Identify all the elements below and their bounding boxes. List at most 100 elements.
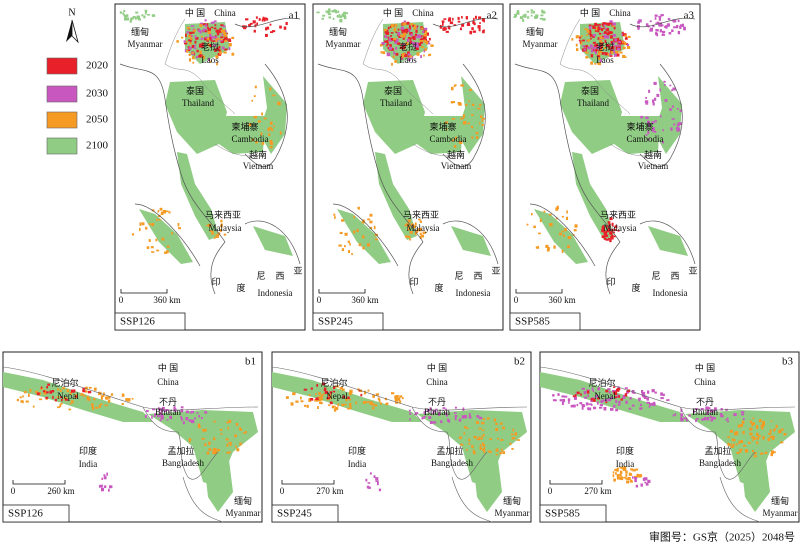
habitat-patch [486, 417, 490, 420]
habitat-patch [688, 414, 692, 417]
habitat-patch [655, 32, 658, 36]
habitat-patch [596, 24, 599, 26]
habitat-patch [445, 412, 448, 415]
habitat-patch [335, 407, 339, 411]
habitat-patch [649, 27, 654, 30]
habitat-patch [455, 136, 458, 139]
habitat-patch [204, 411, 208, 414]
habitat-patch [610, 396, 614, 400]
habitat-patch [783, 433, 787, 436]
habitat-patch [654, 14, 658, 17]
habitat-patch [574, 396, 577, 400]
habitat-patch [395, 52, 399, 56]
habitat-patch [151, 223, 155, 227]
habitat-patch [740, 440, 744, 443]
habitat-patch [339, 15, 343, 18]
habitat-patch [598, 49, 602, 53]
habitat-patch [224, 30, 227, 33]
habitat-patch [339, 18, 343, 23]
habitat-patch [572, 404, 576, 408]
habitat-patch [632, 469, 636, 472]
habitat-patch [206, 39, 209, 42]
habitat-patch [180, 406, 184, 409]
habitat-patch [647, 479, 651, 483]
habitat-patch [419, 220, 422, 223]
habitat-patch [46, 386, 49, 389]
habitat-patch [277, 101, 281, 106]
habitat-patch [332, 17, 335, 21]
habitat-patch [605, 389, 609, 393]
habitat-patch [342, 395, 345, 399]
habitat-patch [649, 29, 653, 32]
habitat-patch [532, 10, 536, 14]
habitat-patch [192, 29, 197, 32]
habitat-patch [260, 132, 263, 136]
habitat-patch [481, 421, 485, 425]
habitat-patch [124, 17, 128, 21]
habitat-patch [409, 238, 412, 241]
habitat-patch [669, 108, 672, 111]
habitat-patch [338, 244, 342, 247]
place-label: 不丹 [428, 397, 446, 407]
habitat-patch [482, 433, 485, 437]
place-label: China [694, 377, 716, 387]
habitat-patch [545, 244, 549, 249]
habitat-patch [646, 401, 650, 404]
habitat-patch [214, 44, 217, 47]
habitat-patch [605, 398, 608, 402]
habitat-patch [422, 231, 426, 234]
habitat-patch [314, 399, 318, 402]
habitat-patch [316, 384, 319, 387]
habitat-patch [415, 29, 418, 33]
habitat-patch [39, 392, 41, 396]
place-label: 度 [434, 282, 443, 293]
habitat-patch [61, 399, 63, 402]
habitat-patch [109, 485, 113, 489]
habitat-patch [320, 397, 323, 401]
habitat-patch [656, 21, 660, 25]
habitat-patch [468, 100, 470, 103]
habitat-patch [706, 417, 710, 421]
legend-label: 2050 [86, 114, 109, 126]
habitat-patch [614, 38, 617, 42]
habitat-patch [660, 397, 664, 400]
habitat-patch [185, 417, 188, 419]
habitat-patch [283, 26, 287, 30]
habitat-patch [166, 245, 170, 248]
habitat-patch [390, 32, 394, 34]
habitat-patch [647, 130, 650, 135]
habitat-patch [613, 235, 616, 238]
habitat-patch [151, 14, 156, 17]
habitat-area [3, 372, 153, 422]
habitat-patch [47, 383, 51, 386]
habitat-patch [413, 26, 417, 30]
habitat-patch [469, 30, 473, 35]
habitat-patch [477, 107, 481, 110]
habitat-patch [245, 430, 247, 434]
habitat-patch [579, 402, 583, 405]
habitat-patch [228, 441, 232, 444]
habitat-patch [601, 52, 605, 55]
habitat-patch [594, 22, 597, 26]
place-label: 马来西亚 [205, 210, 241, 220]
habitat-patch [680, 416, 683, 419]
habitat-patch [208, 441, 211, 445]
habitat-patch [403, 32, 407, 36]
habitat-patch [594, 29, 598, 32]
habitat-patch [564, 395, 568, 398]
habitat-patch [220, 40, 225, 43]
habitat-patch [603, 408, 607, 411]
habitat-patch [645, 23, 649, 27]
habitat-patch [680, 24, 684, 27]
habitat-patch [451, 118, 456, 120]
habitat-patch [367, 218, 371, 221]
habitat-patch [194, 35, 197, 39]
habitat-patch [196, 56, 198, 59]
habitat-patch [400, 26, 404, 30]
habitat-patch [105, 396, 109, 400]
habitat-patch [419, 40, 423, 42]
habitat-patch [596, 54, 600, 57]
habitat-patch [82, 390, 86, 393]
habitat-patch [597, 57, 601, 60]
place-label: Cambodia [430, 134, 467, 144]
